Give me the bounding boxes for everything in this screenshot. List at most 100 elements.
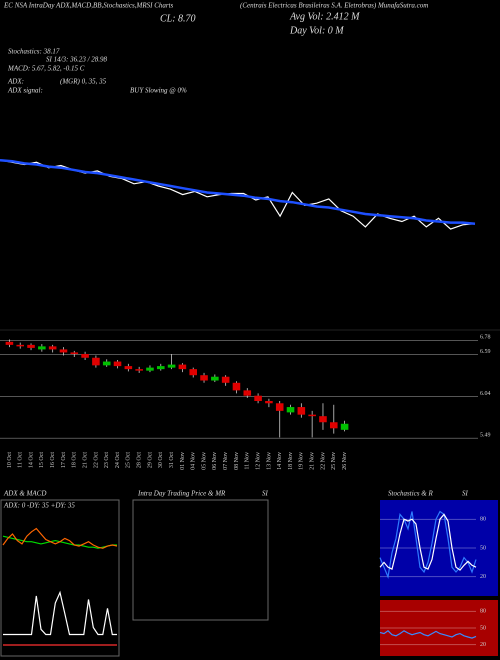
candle-body bbox=[243, 390, 252, 396]
x-tick-label: 14 Nov bbox=[277, 452, 283, 470]
x-tick-label: 12 Nov bbox=[255, 452, 261, 470]
candle-body bbox=[48, 346, 57, 350]
y-tick-label: 5.49 bbox=[480, 433, 491, 439]
candle-body bbox=[329, 422, 338, 429]
candle-body bbox=[59, 349, 68, 353]
panel-title: Stochastics & R bbox=[388, 490, 433, 498]
candle-body bbox=[265, 401, 273, 404]
x-tick-label: 15 Oct bbox=[39, 452, 45, 468]
panel-frame bbox=[0, 499, 120, 657]
series-line bbox=[3, 590, 117, 636]
candle-body bbox=[135, 369, 143, 371]
panel-values: ADX: 0 -DY: 35 +DY: 35 bbox=[3, 502, 75, 510]
x-tick-label: 13 Nov bbox=[266, 452, 272, 470]
panel-title: SI bbox=[262, 490, 269, 498]
candle-body bbox=[81, 353, 89, 358]
x-tick-label: 22 Oct bbox=[93, 452, 99, 468]
series-line bbox=[0, 158, 476, 225]
adx-vals: (MGR) 0, 35, 35 bbox=[60, 78, 107, 86]
x-tick-label: 30 Oct bbox=[158, 452, 164, 468]
x-tick-label: 10 Oct bbox=[7, 452, 13, 468]
x-tick-label: 11 Oct bbox=[18, 452, 24, 468]
x-tick-label: 07 Nov bbox=[223, 452, 229, 470]
panel-title: ADX & MACD bbox=[3, 490, 46, 498]
x-tick-label: 01 Nov bbox=[180, 452, 186, 470]
y-tick-label: 6.78 bbox=[480, 335, 491, 341]
x-tick-label: 26 Nov bbox=[342, 452, 348, 470]
x-tick-label: 29 Oct bbox=[147, 452, 153, 468]
x-tick-label: 28 Oct bbox=[137, 452, 143, 468]
candle-body bbox=[340, 423, 349, 430]
candle-body bbox=[156, 366, 165, 370]
candle-body bbox=[286, 407, 295, 413]
x-tick-label: 22 Nov bbox=[320, 452, 326, 470]
x-tick-label: 25 Oct bbox=[126, 452, 132, 468]
x-tick-label: 05 Nov bbox=[201, 452, 207, 470]
candle-body bbox=[146, 367, 154, 371]
candle-body bbox=[297, 407, 306, 415]
x-tick-label: 25 Nov bbox=[331, 452, 337, 470]
candle-body bbox=[308, 414, 316, 417]
signal: BUY Slowing @ 0% bbox=[130, 87, 187, 95]
x-tick-label: 06 Nov bbox=[212, 452, 218, 470]
y-tick-label: 20 bbox=[480, 574, 486, 580]
x-tick-label: 23 Oct bbox=[104, 452, 110, 468]
candle-body bbox=[167, 364, 176, 368]
series-line bbox=[379, 510, 477, 579]
macd: MACD: 5.67, 5.82, -0.15 C bbox=[7, 65, 85, 73]
candle-body bbox=[178, 364, 187, 370]
x-tick-label: 19 Nov bbox=[299, 452, 305, 470]
candle-body bbox=[254, 395, 262, 401]
candle-body bbox=[232, 382, 241, 391]
candle-body bbox=[27, 344, 35, 348]
x-tick-label: 21 Oct bbox=[82, 452, 88, 468]
candle-body bbox=[319, 416, 327, 423]
y-tick-label: 50 bbox=[480, 545, 486, 551]
candle-body bbox=[5, 341, 14, 345]
x-tick-label: 16 Oct bbox=[50, 452, 56, 468]
panel-title: SI bbox=[462, 490, 469, 498]
candle-body bbox=[211, 376, 219, 381]
candle-body bbox=[221, 376, 230, 383]
candle-body bbox=[16, 344, 25, 347]
day-vol: Day Vol: 0 M bbox=[289, 25, 344, 36]
x-tick-label: 24 Oct bbox=[115, 452, 121, 468]
candle-body bbox=[113, 361, 122, 367]
candle-body bbox=[102, 361, 111, 366]
header-title: EC NSA IntraDay ADX,MACD,BB,Stochastics,… bbox=[3, 2, 174, 10]
avg-vol: Avg Vol: 2.412 M bbox=[289, 11, 360, 22]
panel-frame bbox=[132, 499, 269, 621]
series-line bbox=[379, 630, 477, 639]
series-line bbox=[2, 527, 118, 549]
close: CL: 8.70 bbox=[160, 13, 196, 24]
candle-body bbox=[200, 375, 208, 381]
candle-body bbox=[70, 352, 79, 354]
x-tick-label: 08 Nov bbox=[234, 452, 240, 470]
y-tick-label: 50 bbox=[480, 625, 486, 631]
y-tick-label: 6.59 bbox=[480, 349, 491, 355]
candle-body bbox=[92, 357, 100, 366]
header-company: (Centrais Electricas Brasileiras S.A. El… bbox=[240, 2, 428, 10]
y-tick-label: 80 bbox=[480, 609, 486, 615]
x-tick-label: 14 Oct bbox=[28, 452, 34, 468]
adx-signal: ADX signal: bbox=[7, 87, 43, 95]
candle-body bbox=[275, 403, 284, 411]
x-tick-label: 31 Oct bbox=[169, 452, 175, 468]
y-tick-label: 6.04 bbox=[480, 391, 491, 397]
y-tick-label: 80 bbox=[480, 517, 486, 523]
stoch: Stochastics: 38.17 bbox=[8, 48, 60, 56]
series-line bbox=[379, 513, 477, 571]
x-tick-label: 11 Nov bbox=[245, 452, 251, 470]
candle-body bbox=[38, 346, 46, 350]
x-tick-label: 04 Nov bbox=[191, 452, 197, 470]
si: SI 14/3: 36.23 / 28.98 bbox=[46, 56, 108, 64]
y-tick-label: 20 bbox=[480, 642, 486, 648]
x-tick-label: 21 Nov bbox=[310, 452, 316, 470]
x-tick-label: 18 Nov bbox=[288, 452, 294, 470]
candle-body bbox=[124, 366, 133, 370]
x-tick-label: 18 Oct bbox=[72, 452, 78, 468]
candle-body bbox=[189, 369, 198, 376]
adx: ADX: bbox=[7, 78, 24, 86]
x-tick-label: 17 Oct bbox=[61, 452, 67, 468]
